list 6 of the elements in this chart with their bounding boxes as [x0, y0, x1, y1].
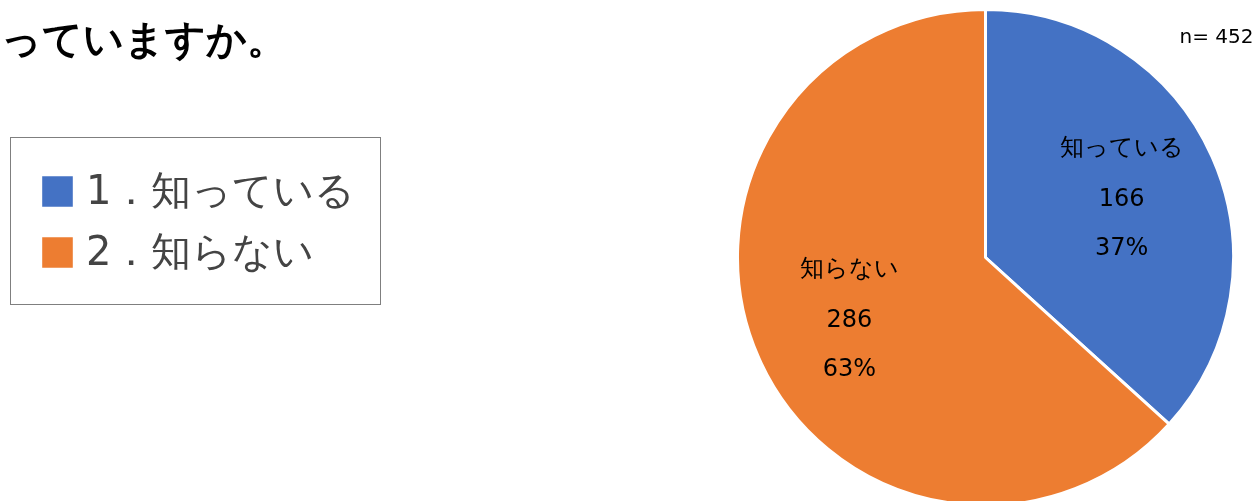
- text: n= 452: [1179, 23, 1254, 48]
- legend-label: 2．知らない: [86, 227, 315, 276]
- data-label: 知らない 286 63%: [799, 253, 899, 382]
- data-label: 知っている 166 37%: [1059, 133, 1184, 262]
- legend-label: 1．知っている: [86, 166, 356, 215]
- chart-title: っていますか。: [0, 15, 287, 62]
